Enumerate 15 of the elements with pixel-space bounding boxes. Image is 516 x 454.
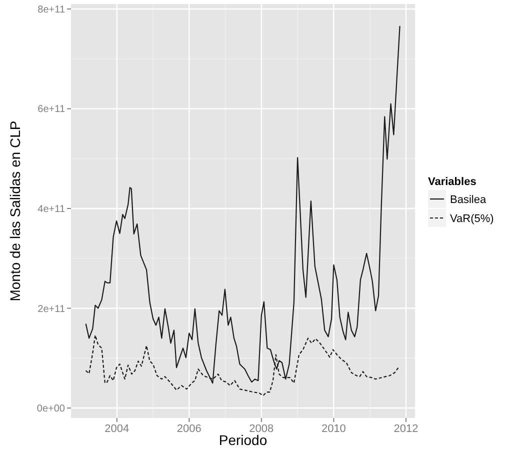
x-tick-label: 2006 [176, 423, 202, 435]
y-tick-label: 4e+11 [38, 204, 66, 216]
legend-label: Basilea [450, 194, 487, 206]
x-tick-label: 2012 [394, 423, 418, 435]
y-tick-label: 2e+11 [38, 304, 66, 315]
y-tick-label: 0e+00 [36, 404, 66, 415]
legend-title: Variables [428, 176, 476, 188]
x-tick-label: 2008 [249, 423, 274, 435]
x-tick-label: 2004 [104, 423, 130, 435]
x-axis-title: Periodo [218, 432, 268, 448]
y-axis-title: Monto de las Salidas en CLP [7, 120, 23, 302]
legend-label: VaR(5%) [450, 212, 494, 225]
x-tick-label: 2010 [321, 423, 346, 435]
y-tick-label: 8e+11 [38, 4, 66, 16]
y-tick-label: 6e+11 [38, 104, 66, 116]
